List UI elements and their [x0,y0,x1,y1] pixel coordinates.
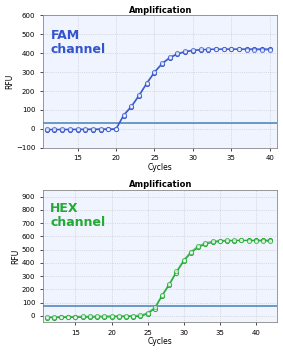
X-axis label: Cycles: Cycles [148,163,173,172]
Y-axis label: RFU: RFU [11,249,20,264]
Y-axis label: RFU: RFU [6,74,14,89]
Text: FAM
channel: FAM channel [51,29,106,56]
Title: Amplification: Amplification [128,6,192,14]
Text: HEX
channel: HEX channel [50,202,105,229]
Title: Amplification: Amplification [128,180,192,189]
X-axis label: Cycles: Cycles [148,338,173,346]
